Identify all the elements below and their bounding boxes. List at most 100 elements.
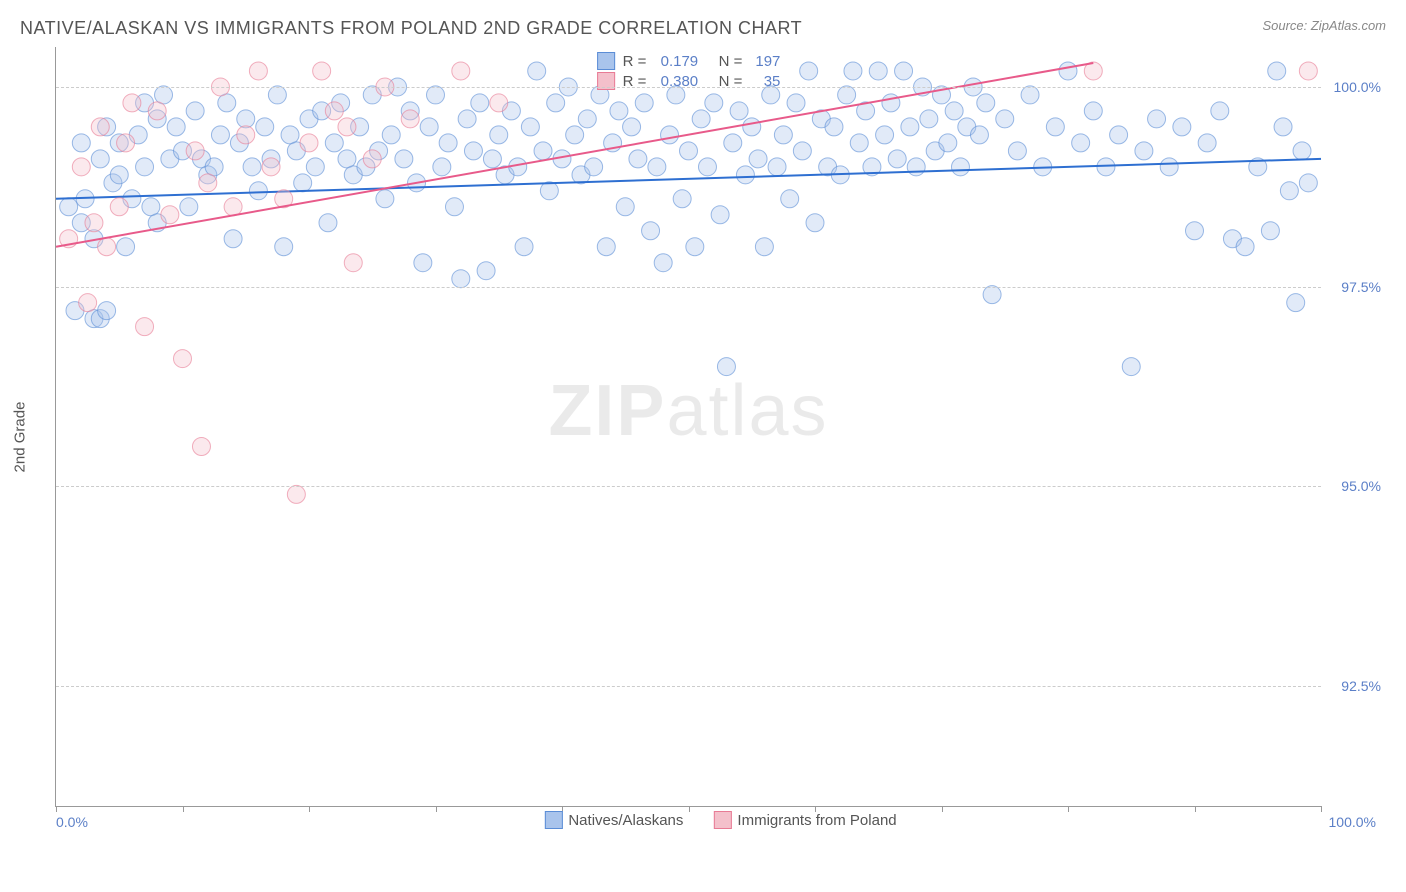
y-tick-label: 92.5% bbox=[1341, 678, 1381, 694]
data-point bbox=[363, 150, 381, 168]
y-tick-label: 97.5% bbox=[1341, 279, 1381, 295]
data-point bbox=[793, 142, 811, 160]
data-point bbox=[458, 110, 476, 128]
data-point bbox=[515, 238, 533, 256]
data-point bbox=[1299, 62, 1317, 80]
data-point bbox=[79, 294, 97, 312]
data-point bbox=[977, 94, 995, 112]
data-point bbox=[717, 358, 735, 376]
data-point bbox=[490, 94, 508, 112]
data-point bbox=[711, 206, 729, 224]
data-point bbox=[319, 214, 337, 232]
legend-item-natives: Natives/Alaskans bbox=[544, 811, 683, 829]
x-tick bbox=[436, 806, 437, 812]
data-point bbox=[629, 150, 647, 168]
data-point bbox=[142, 198, 160, 216]
data-point bbox=[698, 158, 716, 176]
data-point bbox=[110, 198, 128, 216]
data-point bbox=[1021, 86, 1039, 104]
data-point bbox=[174, 350, 192, 368]
data-point bbox=[180, 198, 198, 216]
x-max-label: 100.0% bbox=[1329, 814, 1376, 830]
data-point bbox=[1110, 126, 1128, 144]
data-point bbox=[869, 62, 887, 80]
data-point bbox=[401, 110, 419, 128]
data-point bbox=[610, 102, 628, 120]
y-axis-label: 2nd Grade bbox=[12, 402, 29, 473]
data-point bbox=[452, 62, 470, 80]
data-point bbox=[313, 62, 331, 80]
data-point bbox=[585, 158, 603, 176]
data-point bbox=[642, 222, 660, 240]
data-point bbox=[736, 166, 754, 184]
data-point bbox=[1173, 118, 1191, 136]
data-point bbox=[850, 134, 868, 152]
data-point bbox=[692, 110, 710, 128]
data-point bbox=[945, 102, 963, 120]
data-point bbox=[907, 158, 925, 176]
plot-area: ZIPatlas R = 0.179 N = 197 R = 0.380 N =… bbox=[55, 47, 1321, 807]
data-point bbox=[882, 94, 900, 112]
x-tick bbox=[942, 806, 943, 812]
data-point bbox=[427, 86, 445, 104]
x-tick bbox=[1321, 806, 1322, 812]
data-point bbox=[192, 437, 210, 455]
data-point bbox=[256, 118, 274, 136]
data-point bbox=[680, 142, 698, 160]
data-point bbox=[901, 118, 919, 136]
data-point bbox=[534, 142, 552, 160]
data-point bbox=[294, 174, 312, 192]
data-point bbox=[705, 94, 723, 112]
data-point bbox=[224, 198, 242, 216]
data-point bbox=[1072, 134, 1090, 152]
data-point bbox=[730, 102, 748, 120]
data-point bbox=[376, 190, 394, 208]
data-point bbox=[597, 238, 615, 256]
gridline-h bbox=[56, 87, 1321, 88]
y-tick-label: 100.0% bbox=[1334, 79, 1381, 95]
data-point bbox=[224, 230, 242, 248]
gridline-h bbox=[56, 686, 1321, 687]
x-tick bbox=[56, 806, 57, 812]
data-point bbox=[806, 214, 824, 232]
data-point bbox=[338, 118, 356, 136]
source-label: Source: ZipAtlas.com bbox=[1262, 18, 1386, 33]
data-point bbox=[433, 158, 451, 176]
data-point bbox=[306, 158, 324, 176]
data-point bbox=[1261, 222, 1279, 240]
data-point bbox=[395, 150, 413, 168]
data-point bbox=[724, 134, 742, 152]
data-point bbox=[983, 286, 1001, 304]
x-tick bbox=[1068, 806, 1069, 812]
chart-area: 2nd Grade ZIPatlas R = 0.179 N = 197 R =… bbox=[55, 47, 1386, 827]
data-point bbox=[1280, 182, 1298, 200]
data-point bbox=[110, 166, 128, 184]
data-point bbox=[1287, 294, 1305, 312]
data-point bbox=[895, 62, 913, 80]
data-point bbox=[1008, 142, 1026, 160]
data-point bbox=[344, 254, 362, 272]
data-point bbox=[749, 150, 767, 168]
data-point bbox=[148, 102, 166, 120]
data-point bbox=[547, 94, 565, 112]
chart-header: NATIVE/ALASKAN VS IMMIGRANTS FROM POLAND… bbox=[0, 0, 1406, 47]
data-point bbox=[186, 102, 204, 120]
x-tick bbox=[183, 806, 184, 812]
r-legend-row-natives: R = 0.179 N = 197 bbox=[597, 52, 781, 70]
data-point bbox=[325, 102, 343, 120]
data-point bbox=[275, 238, 293, 256]
data-point bbox=[72, 158, 90, 176]
data-point bbox=[996, 110, 1014, 128]
data-point bbox=[1274, 118, 1292, 136]
data-point bbox=[673, 190, 691, 208]
data-point bbox=[464, 142, 482, 160]
data-point bbox=[136, 318, 154, 336]
data-point bbox=[768, 158, 786, 176]
x-min-label: 0.0% bbox=[56, 814, 88, 830]
data-point bbox=[117, 238, 135, 256]
data-point bbox=[281, 126, 299, 144]
data-point bbox=[98, 238, 116, 256]
data-point bbox=[654, 254, 672, 272]
data-point bbox=[888, 150, 906, 168]
data-point bbox=[211, 126, 229, 144]
